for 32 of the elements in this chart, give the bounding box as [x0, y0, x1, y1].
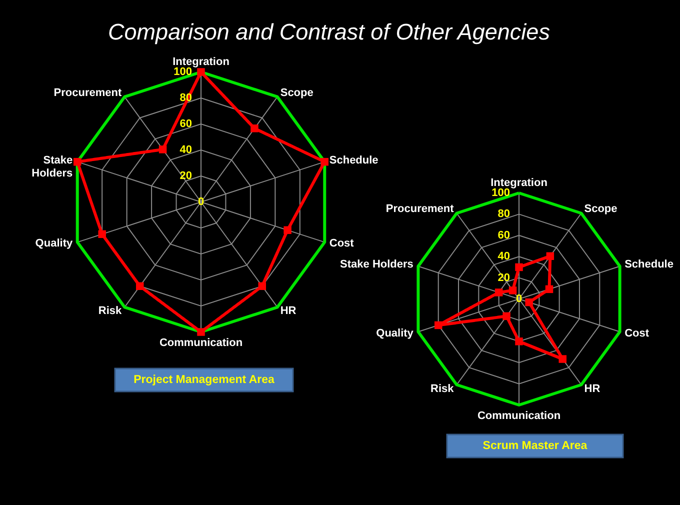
spoke-label: Quality: [35, 238, 74, 250]
spoke-label: Cost: [624, 327, 650, 340]
spoke-label: Risk: [430, 382, 455, 395]
y-tick-label: 40: [180, 144, 192, 156]
spoke-label: Risk: [98, 305, 123, 318]
y-tick-label: 80: [498, 208, 510, 220]
y-tick-label: 100: [174, 66, 192, 78]
y-tick-label: 100: [492, 187, 510, 199]
spoke-label: Procurement: [54, 86, 122, 99]
text: Scrum Master Area: [482, 440, 588, 452]
spoke-label: Scope: [280, 86, 314, 99]
spoke-label: Cost: [329, 238, 354, 250]
y-tick-label: 20: [180, 170, 192, 182]
y-tick-label: 40: [498, 250, 510, 263]
spoke-label: Communication: [477, 410, 561, 422]
spoke-label: Procurement: [386, 203, 454, 216]
spoke-label: Integration: [490, 177, 548, 189]
spoke-label: Schedule: [329, 154, 378, 166]
spoke-label: HR: [280, 305, 296, 318]
spoke-label: Stake Holders: [340, 258, 414, 271]
y-tick-label: 60: [498, 229, 510, 242]
spoke-label: HR: [584, 382, 600, 395]
text: Project Management Area: [134, 374, 276, 386]
spoke-label: Schedule: [624, 258, 674, 271]
spoke-label: Communication: [159, 337, 243, 349]
spoke-label: Quality: [376, 327, 414, 340]
y-tick-label: 60: [180, 118, 192, 130]
spoke-label: Integration: [172, 56, 230, 68]
y-tick-label: 20: [498, 272, 510, 284]
chart-title: Comparison and Contrast of Other Agencies: [108, 20, 550, 44]
spoke-label: Stake Holders: [32, 154, 73, 180]
spoke-label: Scope: [584, 203, 618, 216]
